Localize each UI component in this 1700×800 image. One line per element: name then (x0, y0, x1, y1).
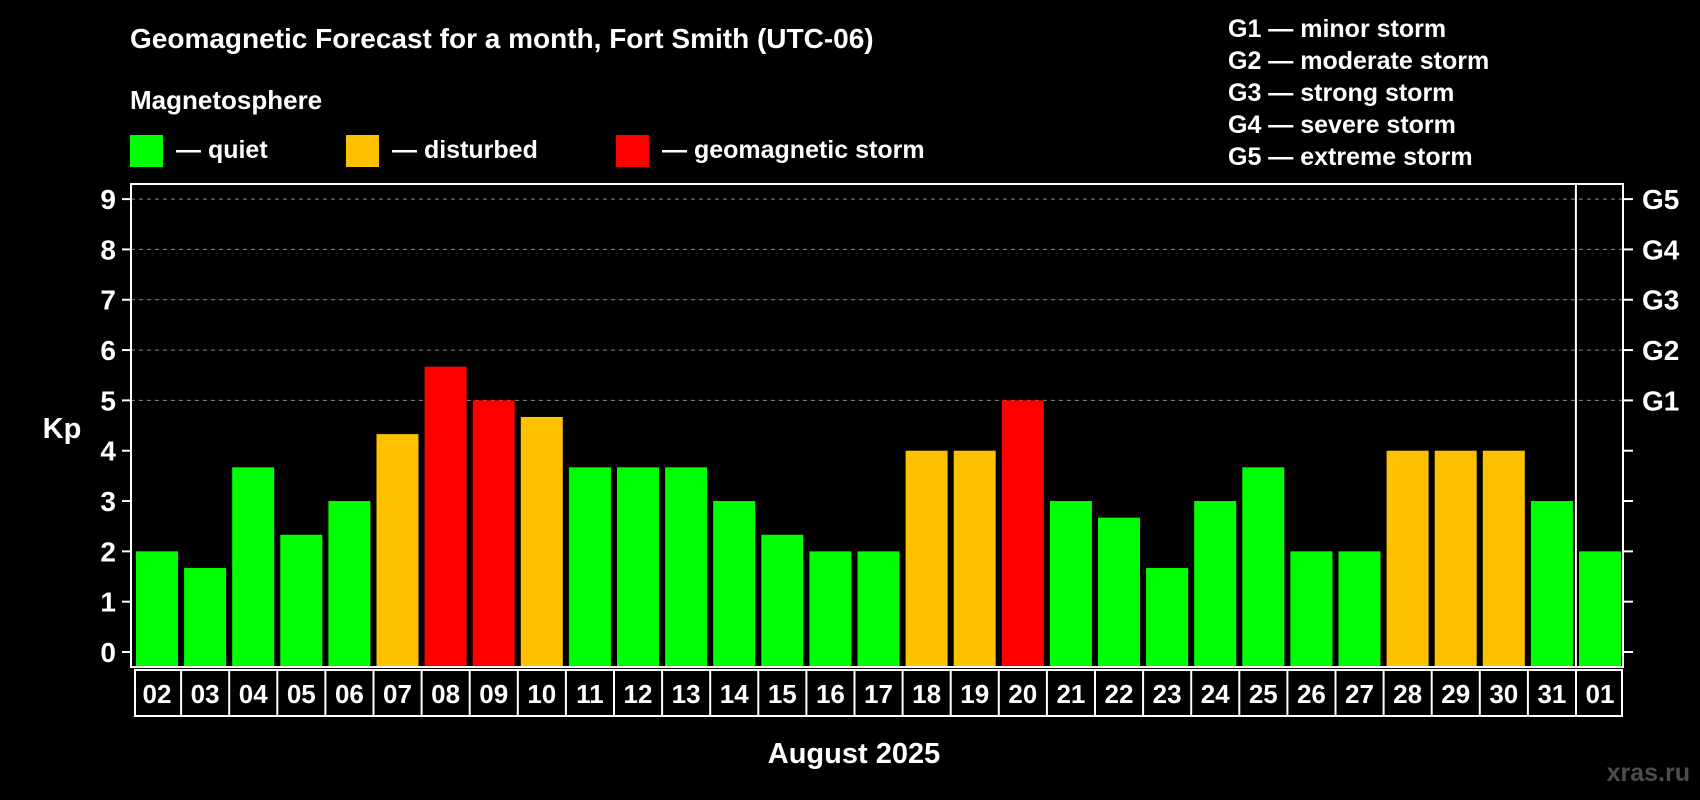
x-tick-label-09: 09 (479, 679, 508, 709)
y-tick-label-0: 0 (100, 637, 116, 668)
bar-17 (857, 551, 900, 666)
bar-03 (184, 567, 227, 666)
x-tick-label-19: 19 (960, 679, 989, 709)
x-tick-label-21: 21 (1056, 679, 1085, 709)
x-tick-label-03: 03 (191, 679, 220, 709)
g-scale-g5: G5 — extreme storm (1228, 143, 1473, 171)
x-tick-label-24: 24 (1201, 679, 1230, 709)
x-tick-label-01: 01 (1586, 679, 1615, 709)
bar-08 (424, 366, 467, 666)
y-tick-label-5: 5 (100, 385, 116, 416)
right-tick-label-g3: G3 (1642, 285, 1679, 316)
legend-swatch-disturbed (346, 135, 379, 167)
x-tick-label-14: 14 (720, 679, 749, 709)
bar-09 (472, 400, 515, 666)
bar-19 (953, 450, 996, 666)
legend-label-quiet: — quiet (176, 136, 268, 164)
right-tick-label-g4: G4 (1642, 234, 1680, 265)
x-tick-label-08: 08 (431, 679, 460, 709)
x-tick-label-02: 02 (143, 679, 172, 709)
bar-11 (568, 467, 611, 666)
x-tick-label-05: 05 (287, 679, 316, 709)
bar-30 (1482, 450, 1525, 666)
bar-25 (1242, 467, 1285, 666)
g-scale-g2: G2 — moderate storm (1228, 47, 1489, 75)
y-tick-label-6: 6 (100, 335, 116, 366)
x-tick-label-12: 12 (624, 679, 653, 709)
plot-frame (130, 183, 1624, 668)
g-scale-g3: G3 — strong storm (1228, 79, 1454, 107)
x-tick-label-28: 28 (1393, 679, 1422, 709)
y-tick-label-1: 1 (100, 587, 116, 618)
bar-20 (1001, 400, 1044, 666)
x-tick-label-06: 06 (335, 679, 364, 709)
bar-18 (905, 450, 948, 666)
x-tick-label-18: 18 (912, 679, 941, 709)
x-tick-label-04: 04 (239, 679, 268, 709)
x-tick-label-29: 29 (1441, 679, 1470, 709)
x-tick-label-27: 27 (1345, 679, 1374, 709)
right-tick-label-g5: G5 (1642, 184, 1679, 215)
y-tick-label-8: 8 (100, 234, 116, 265)
x-tick-label-07: 07 (383, 679, 412, 709)
g-scale-g4: G4 — severe storm (1228, 111, 1456, 139)
bar-06 (328, 501, 371, 666)
legend-heading: Magnetosphere (130, 85, 322, 115)
bar-07 (376, 434, 419, 666)
x-tick-label-13: 13 (672, 679, 701, 709)
bar-27 (1338, 551, 1381, 666)
y-axis-label: Kp (43, 413, 82, 445)
y-tick-label-3: 3 (100, 486, 116, 517)
bar-02 (136, 551, 178, 666)
x-tick-label-25: 25 (1249, 679, 1278, 709)
x-tick-label-26: 26 (1297, 679, 1326, 709)
bar-10 (520, 416, 563, 666)
bar-14 (713, 501, 756, 666)
legend-swatch-storm (616, 135, 649, 167)
y-tick-label-4: 4 (100, 436, 116, 467)
bar-12 (617, 467, 659, 666)
y-tick-label-9: 9 (100, 184, 116, 215)
x-axis-label: August 2025 (768, 738, 940, 770)
legend-label-disturbed: — disturbed (392, 136, 538, 164)
right-tick-label-g2: G2 (1642, 335, 1679, 366)
legend-swatch-quiet (130, 135, 163, 167)
g-scale-g1: G1 — minor storm (1228, 15, 1446, 43)
bar-16 (809, 551, 852, 666)
bar-21 (1049, 501, 1092, 666)
x-tick-label-17: 17 (864, 679, 893, 709)
bar-04 (232, 467, 275, 666)
bar-28 (1386, 450, 1429, 666)
y-tick-label-2: 2 (100, 536, 116, 567)
bar-13 (665, 467, 708, 666)
legend-label-storm: — geomagnetic storm (662, 136, 925, 164)
bar-26 (1290, 551, 1333, 666)
x-tick-label-31: 31 (1537, 679, 1566, 709)
right-tick-label-g1: G1 (1642, 385, 1679, 416)
x-tick-label-30: 30 (1489, 679, 1518, 709)
bar-31 (1530, 501, 1573, 666)
x-tick-label-11: 11 (576, 679, 604, 709)
x-tick-label-10: 10 (527, 679, 556, 709)
bar-22 (1098, 517, 1140, 666)
x-axis-box (134, 669, 1623, 717)
x-tick-label-16: 16 (816, 679, 845, 709)
x-tick-label-15: 15 (768, 679, 797, 709)
watermark: xras.ru (1607, 759, 1690, 787)
chart-title: Geomagnetic Forecast for a month, Fort S… (130, 23, 874, 54)
bar-29 (1434, 450, 1477, 666)
x-tick-label-22: 22 (1105, 679, 1134, 709)
bar-24 (1194, 501, 1237, 666)
y-tick-label-7: 7 (100, 285, 116, 316)
bar-23 (1146, 567, 1189, 666)
x-tick-label-20: 20 (1008, 679, 1037, 709)
bar-15 (761, 534, 804, 666)
x-tick-label-23: 23 (1153, 679, 1182, 709)
bar-01 (1579, 551, 1621, 666)
bar-05 (280, 534, 323, 666)
